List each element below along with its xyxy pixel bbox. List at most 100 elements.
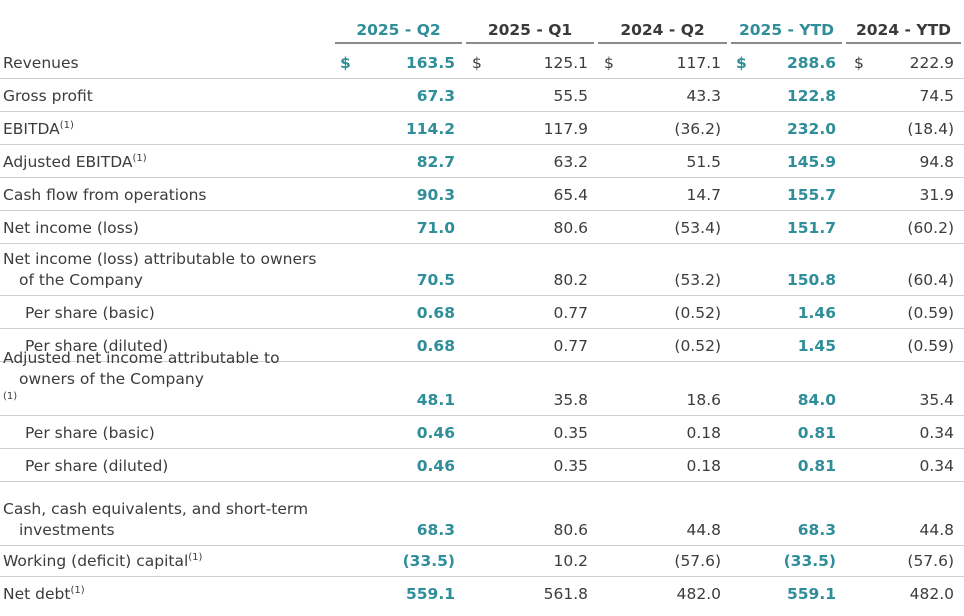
cell-value: 0.46 <box>416 424 455 442</box>
cell-value: (33.5) <box>783 552 836 570</box>
cell-value: 222.9 <box>909 54 954 72</box>
cell-value: (0.52) <box>674 304 721 322</box>
row-label: Adjusted net income attributable to owner… <box>3 348 280 411</box>
cell-value: 84.0 <box>797 391 836 409</box>
cell-value: 122.8 <box>786 87 836 105</box>
cell-value: 117.1 <box>676 54 721 72</box>
table-row: Revenues $163.5 $125.1 $117.1 $288.6 $222.9 <box>0 46 964 79</box>
cell-value: 145.9 <box>786 153 836 171</box>
cell-value: 35.4 <box>919 391 954 409</box>
row-label: Per share (basic) <box>25 423 155 444</box>
cell-value: 0.35 <box>553 457 588 475</box>
cell-value: (18.4) <box>907 120 954 138</box>
footnote-marker: (1) <box>59 120 74 131</box>
cell-value: 0.35 <box>553 424 588 442</box>
table-row: Cash, cash equivalents, and short-term in… <box>0 481 964 546</box>
row-label-line: Per share (diluted) <box>25 337 169 355</box>
cell-value: 0.18 <box>686 424 721 442</box>
row-label-line: investments <box>19 521 115 539</box>
row-label-line: EBITDA <box>3 120 60 138</box>
row-label-line: Cash, cash equivalents, and short-term <box>3 500 309 518</box>
row-label-line: Cash flow from operations <box>3 186 207 204</box>
cell-value: 163.5 <box>405 54 455 72</box>
row-label: Per share (diluted) <box>25 336 168 357</box>
cell-value: 0.77 <box>553 304 588 322</box>
cell-value: 63.2 <box>553 153 588 171</box>
table-row: Working (deficit) capital(1) (33.5) 10.2 (5… <box>0 545 964 577</box>
row-label: Net income (loss) attributable to owners… <box>3 249 316 291</box>
column-header: 2025 - Q1 <box>466 16 594 44</box>
row-label-line: Adjusted net income attributable to <box>3 349 280 367</box>
cell-value: 125.1 <box>543 54 588 72</box>
cell-value: 117.9 <box>543 120 588 138</box>
cell-value: (0.59) <box>907 304 954 322</box>
row-label: Net debt(1) <box>3 584 85 605</box>
row-label-line: Revenues <box>3 54 79 72</box>
cell-value: 482.0 <box>909 585 954 603</box>
table-row: Per share (basic) 0.68 0.77 (0.52) 1.46 (0.59… <box>0 295 964 329</box>
cell-value: 561.8 <box>543 585 588 603</box>
row-label-line: Per share (diluted) <box>25 457 169 475</box>
cell-value: 55.5 <box>553 87 588 105</box>
table-row: Net debt(1) 559.1 561.8 482.0 559.1 482.0 <box>0 576 964 609</box>
cell-value: 44.8 <box>686 521 721 539</box>
cell-value: (36.2) <box>674 120 721 138</box>
row-label-line: Per share (basic) <box>25 304 155 322</box>
cell-value: 35.8 <box>553 391 588 409</box>
cell-value: 68.3 <box>797 521 836 539</box>
cell-value: 82.7 <box>416 153 455 171</box>
table-row: EBITDA(1) 114.2 117.9 (36.2) 232.0 (18.4) <box>0 111 964 145</box>
row-label-line: of the Company <box>19 271 143 289</box>
cell-value: 1.46 <box>797 304 836 322</box>
currency-symbol: $ <box>472 54 482 72</box>
footnote-marker: (1) <box>188 552 203 563</box>
cell-value: 90.3 <box>416 186 455 204</box>
row-label-line: Gross profit <box>3 87 93 105</box>
cell-value: 114.2 <box>405 120 455 138</box>
table-row: Per share (basic) 0.46 0.35 0.18 0.81 0.34 <box>0 415 964 449</box>
row-label-line: Net income (loss) attributable to owners <box>3 250 317 268</box>
cell-value: 1.45 <box>797 337 836 355</box>
cell-value: 67.3 <box>416 87 455 105</box>
cell-value: 65.4 <box>553 186 588 204</box>
row-label-line: Net income (loss) <box>3 219 139 237</box>
cell-value: 0.18 <box>686 457 721 475</box>
cell-value: 74.5 <box>919 87 954 105</box>
column-header: 2025 - Q2 <box>335 16 462 44</box>
column-header: 2024 - YTD <box>846 16 961 44</box>
footnote-marker: (1) <box>132 153 147 164</box>
row-label-line: Net debt <box>3 585 71 603</box>
row-label-line: Working (deficit) capital <box>3 552 189 570</box>
cell-value: 559.1 <box>786 585 836 603</box>
row-label: Net income (loss) <box>3 218 139 239</box>
row-label: Working (deficit) capital(1) <box>3 551 202 572</box>
cell-value: (53.4) <box>674 219 721 237</box>
cell-value: 14.7 <box>686 186 721 204</box>
cell-value: 0.81 <box>797 457 836 475</box>
row-label: Cash flow from operations <box>3 185 207 206</box>
row-label-line: Per share (basic) <box>25 424 155 442</box>
cell-value: (0.52) <box>674 337 721 355</box>
cell-value: (53.2) <box>674 271 721 289</box>
cell-value: 0.77 <box>553 337 588 355</box>
cell-value: 43.3 <box>686 87 721 105</box>
footnote-marker: (1) <box>70 585 85 596</box>
cell-value: 150.8 <box>786 271 836 289</box>
cell-value: 0.46 <box>416 457 455 475</box>
cell-value: 0.81 <box>797 424 836 442</box>
row-label: Cash, cash equivalents, and short-term in… <box>3 499 308 541</box>
cell-value: 31.9 <box>919 186 954 204</box>
cell-value: 288.6 <box>786 54 836 72</box>
cell-value: 71.0 <box>416 219 455 237</box>
cell-value: 18.6 <box>686 391 721 409</box>
row-label: Per share (basic) <box>25 303 155 324</box>
cell-value: 10.2 <box>553 552 588 570</box>
row-label: Revenues <box>3 53 79 74</box>
cell-value: (57.6) <box>907 552 954 570</box>
column-header: 2024 - Q2 <box>598 16 727 44</box>
cell-value: 0.68 <box>416 304 455 322</box>
cell-value: (0.59) <box>907 337 954 355</box>
table-row: Net income (loss) attributable to owners… <box>0 243 964 296</box>
row-label: Adjusted EBITDA(1) <box>3 152 147 173</box>
cell-value: 0.68 <box>416 337 455 355</box>
